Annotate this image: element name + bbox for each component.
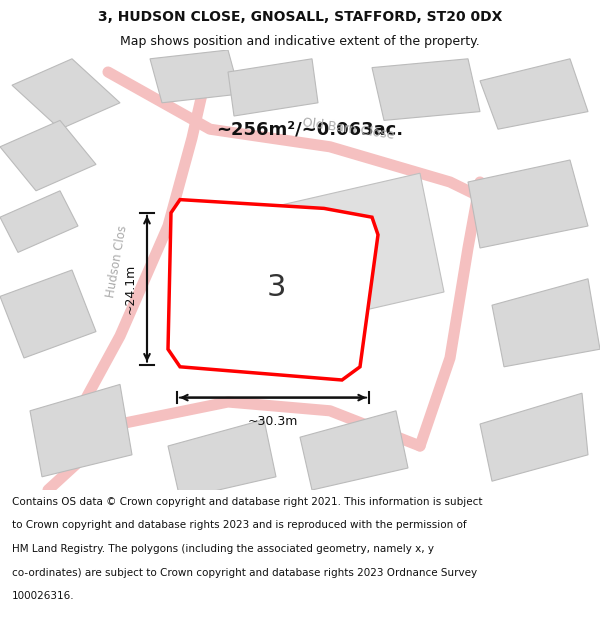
Polygon shape	[492, 279, 600, 367]
Text: ~256m²/~0.063ac.: ~256m²/~0.063ac.	[216, 120, 403, 138]
Polygon shape	[480, 59, 588, 129]
Text: 100026316.: 100026316.	[12, 591, 74, 601]
Text: Old Barn Close: Old Barn Close	[301, 116, 395, 142]
Text: Map shows position and indicative extent of the property.: Map shows position and indicative extent…	[120, 35, 480, 48]
Polygon shape	[228, 59, 318, 116]
Polygon shape	[0, 191, 78, 253]
Text: Contains OS data © Crown copyright and database right 2021. This information is : Contains OS data © Crown copyright and d…	[12, 497, 482, 507]
Text: Hudson Clos: Hudson Clos	[104, 224, 130, 298]
Text: 3, HUDSON CLOSE, GNOSALL, STAFFORD, ST20 0DX: 3, HUDSON CLOSE, GNOSALL, STAFFORD, ST20…	[98, 10, 502, 24]
Polygon shape	[300, 411, 408, 490]
Polygon shape	[168, 419, 276, 499]
Polygon shape	[168, 199, 378, 380]
Polygon shape	[0, 270, 96, 358]
Polygon shape	[480, 393, 588, 481]
Polygon shape	[468, 160, 588, 248]
Text: to Crown copyright and database rights 2023 and is reproduced with the permissio: to Crown copyright and database rights 2…	[12, 521, 467, 531]
Polygon shape	[150, 50, 240, 102]
Text: ~30.3m: ~30.3m	[248, 415, 298, 428]
Text: co-ordinates) are subject to Crown copyright and database rights 2023 Ordnance S: co-ordinates) are subject to Crown copyr…	[12, 568, 477, 578]
Polygon shape	[30, 384, 132, 477]
Polygon shape	[228, 173, 444, 336]
Text: HM Land Registry. The polygons (including the associated geometry, namely x, y: HM Land Registry. The polygons (includin…	[12, 544, 434, 554]
Text: 3: 3	[266, 273, 286, 302]
Polygon shape	[12, 59, 120, 129]
Polygon shape	[0, 121, 96, 191]
Text: ~24.1m: ~24.1m	[123, 264, 136, 314]
Polygon shape	[372, 59, 480, 121]
